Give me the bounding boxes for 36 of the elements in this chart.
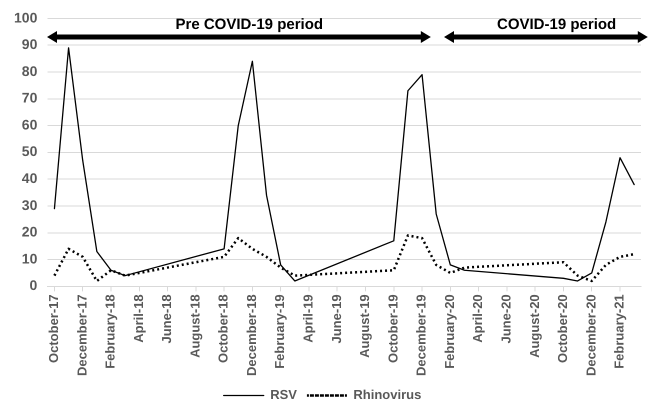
x-tick-label: August-20 <box>526 294 542 358</box>
y-tick-label: 20 <box>22 224 38 240</box>
x-tick-label: December-20 <box>583 294 598 376</box>
x-tick-label: February-19 <box>272 294 288 369</box>
x-tick-label: June-18 <box>159 294 174 344</box>
y-tick-label: 10 <box>22 250 38 266</box>
y-tick-label: 70 <box>22 90 38 106</box>
y-tick-label: 0 <box>30 277 38 294</box>
x-tick-label: August-18 <box>187 294 202 358</box>
x-tick-label: June-20 <box>498 294 514 344</box>
x-tick-label: April-18 <box>130 294 146 343</box>
x-tick-label: October-18 <box>216 294 231 363</box>
x-tick-label: February-20 <box>442 294 457 369</box>
annotation: Pre COVID-19 period <box>175 16 324 34</box>
x-tick-label: December-19 <box>414 294 429 376</box>
legend-label: Rhinovirus <box>353 387 422 402</box>
y-tick-label: 50 <box>22 143 38 160</box>
x-tick-label: June-19 <box>328 294 344 344</box>
x-tick-label: December-17 <box>74 294 90 376</box>
x-tick-label: December-18 <box>244 294 259 376</box>
x-tick-label: February-18 <box>102 294 118 369</box>
y-tick-label: 80 <box>22 62 38 79</box>
x-tick-label: August-19 <box>357 294 372 358</box>
legend-label: RSV <box>270 387 298 402</box>
x-tick-label: April-19 <box>300 294 316 343</box>
y-tick-label: 30 <box>22 196 38 213</box>
y-tick-label: 100 <box>14 9 38 26</box>
x-tick-label: February-21 <box>612 294 627 369</box>
y-tick-label: 40 <box>22 170 38 186</box>
x-tick-label: October-20 <box>555 294 570 363</box>
x-tick-label: October-19 <box>385 294 400 363</box>
x-tick-label: April-20 <box>470 294 486 343</box>
annotation: COVID-19 period <box>497 16 616 34</box>
x-tick-label: October-17 <box>46 294 62 363</box>
y-tick-label: 90 <box>22 36 38 52</box>
y-tick-label: 60 <box>22 116 38 132</box>
